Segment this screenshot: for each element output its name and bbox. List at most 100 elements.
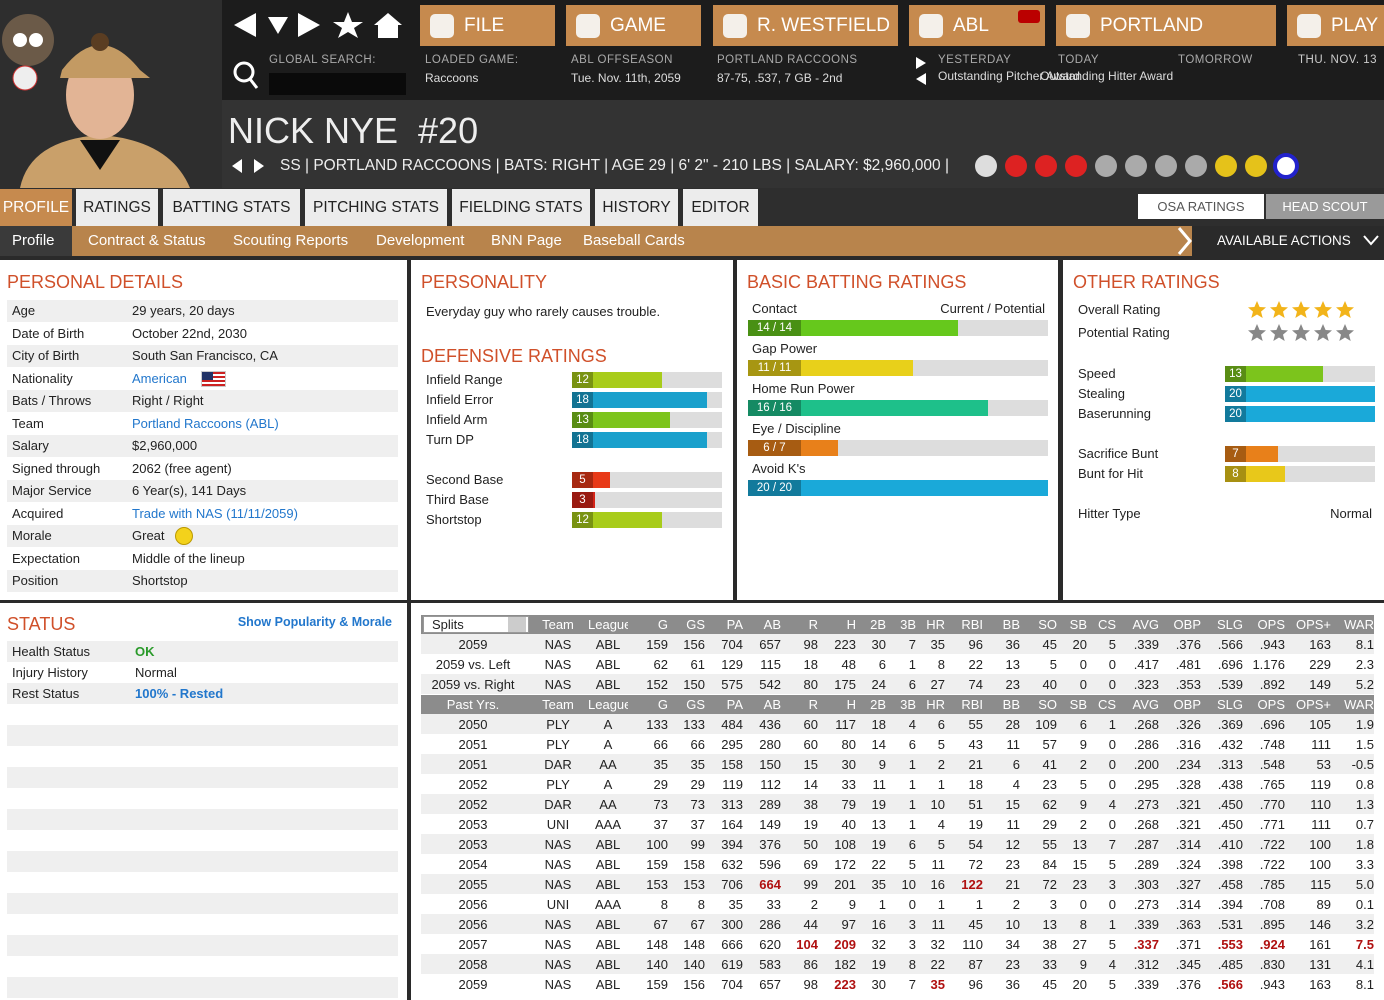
tab[interactable]: BATTING STATS (163, 189, 300, 226)
search-icon[interactable] (232, 58, 262, 92)
subnav-item[interactable]: Profile (12, 232, 55, 249)
table-cell: 2B (870, 697, 886, 712)
detail-value[interactable]: American (132, 370, 187, 386)
nav-button[interactable]: GAME (566, 5, 701, 46)
table-cell: 6 (908, 737, 916, 752)
table-cell: AA (599, 797, 617, 812)
table-cell: 6 (878, 657, 886, 672)
detail-value[interactable]: Trade with NAS (11/11/2059) (132, 505, 298, 521)
scout-tab[interactable]: HEAD SCOUT (1266, 194, 1384, 219)
table-cell: SB (1069, 617, 1087, 632)
player-arrows[interactable] (230, 157, 270, 175)
rating-box: 13 (1225, 366, 1246, 382)
row-stripe (7, 767, 398, 788)
status-value: OK (135, 644, 155, 659)
status-link[interactable]: Show Popularity & Morale (237, 615, 392, 629)
dropdown-art (1363, 235, 1379, 246)
table-cell: 2055 (458, 877, 488, 892)
rating-box: 12 (572, 372, 593, 388)
tab[interactable]: PITCHING STATS (305, 189, 447, 226)
table-cell: NAS (544, 837, 572, 852)
scout-tab[interactable]: OSA RATINGS (1138, 194, 1264, 219)
actions-bg (1192, 226, 1384, 256)
table-cell: 182 (834, 957, 856, 972)
row-stripe (421, 794, 1374, 814)
subnav-item[interactable]: Scouting Reports (233, 232, 349, 249)
table-cell: 11 (931, 857, 946, 872)
table-cell: .328 (1175, 777, 1201, 792)
detail-value: 6 Year(s), 141 Days (132, 483, 247, 498)
info-label: PORTLAND RACCOONS (717, 54, 858, 66)
table-cell: .696 (1217, 657, 1243, 672)
table-cell: .722 (1259, 837, 1285, 852)
nav-button[interactable]: PORTLAND (1056, 5, 1276, 46)
detail-value: 2062 (free agent) (132, 460, 232, 476)
table-cell: 51 (968, 797, 983, 812)
table-cell: 12 (1005, 837, 1020, 852)
tab[interactable]: RATINGS (76, 189, 158, 226)
tab[interactable]: PROFILE (0, 189, 72, 226)
table-cell: 632 (721, 857, 743, 872)
table-cell: NAS (544, 977, 572, 992)
nav-icon (723, 14, 747, 38)
table-cell: 21 (1005, 877, 1020, 892)
subnav-item[interactable]: Development (376, 232, 465, 249)
table-cell: OBP (1173, 617, 1201, 632)
detail-label: Acquired (12, 505, 64, 521)
row-stripe (421, 674, 1374, 694)
table-cell: .450 (1217, 797, 1243, 812)
morale-icon (175, 527, 193, 545)
splits-select[interactable]: Splits (423, 616, 529, 633)
nav-icons[interactable] (232, 8, 407, 42)
table-cell: 149 (1309, 677, 1331, 692)
table-cell: 38 (803, 797, 818, 812)
tab[interactable]: EDITOR (683, 189, 758, 226)
table-cell: 20 (1072, 977, 1087, 992)
rating-bar (572, 372, 662, 388)
detail-value[interactable]: Portland Raccoons (ABL) (132, 415, 279, 431)
rating-box: 7 (1225, 446, 1246, 462)
table-cell: .770 (1259, 797, 1285, 812)
table-cell: 110 (1310, 797, 1331, 812)
nav-button[interactable]: FILE (420, 5, 555, 46)
subnav-item[interactable]: BNN Page (491, 232, 562, 249)
nav-button[interactable]: PLAY (1287, 5, 1384, 46)
table-cell: 2053 (458, 817, 488, 832)
row-stripe (7, 935, 398, 956)
table-cell: .943 (1259, 977, 1285, 992)
table-cell: 50 (803, 837, 818, 852)
table-cell: Team (542, 617, 574, 632)
table-cell: 9 (1079, 737, 1087, 752)
nav-label: R. WESTFIELD (757, 15, 891, 36)
panel-title: PERSONAL DETAILS (7, 272, 184, 292)
table-cell: 69 (803, 857, 818, 872)
tab[interactable]: FIELDING STATS (452, 189, 590, 226)
tab[interactable]: HISTORY (595, 189, 678, 226)
subnav-item[interactable]: Contract & Status (88, 232, 206, 249)
search-input[interactable] (269, 73, 406, 95)
table-cell: 153 (646, 877, 668, 892)
detail-label: Salary (12, 438, 49, 453)
table-cell: 5 (1049, 657, 1057, 672)
table-cell: PA (726, 617, 743, 632)
table-cell: 18 (803, 657, 818, 672)
available-actions[interactable]: AVAILABLE ACTIONS (1217, 233, 1351, 248)
table-cell: 20 (1072, 637, 1087, 652)
detail-value: October 22nd, 2030 (132, 325, 247, 341)
rating-label: Gap Power (752, 341, 818, 356)
table-cell: 140 (646, 957, 668, 972)
table-cell: .432 (1217, 737, 1243, 752)
table-cell: 57 (1042, 737, 1057, 752)
table-cell: .339 (1133, 977, 1159, 992)
table-cell: 35 (690, 757, 705, 772)
table-cell: 0 (1108, 757, 1116, 772)
row-stripe (7, 300, 398, 322)
subnav-item[interactable]: Baseball Cards (583, 232, 685, 249)
table-cell: .481 (1175, 657, 1201, 672)
nav-button[interactable]: R. WESTFIELD (713, 5, 898, 46)
table-cell: 28 (1005, 717, 1020, 732)
table-cell: 575 (721, 677, 743, 692)
table-cell: 3.3 (1355, 857, 1374, 872)
table-cell: 38 (1042, 937, 1057, 952)
